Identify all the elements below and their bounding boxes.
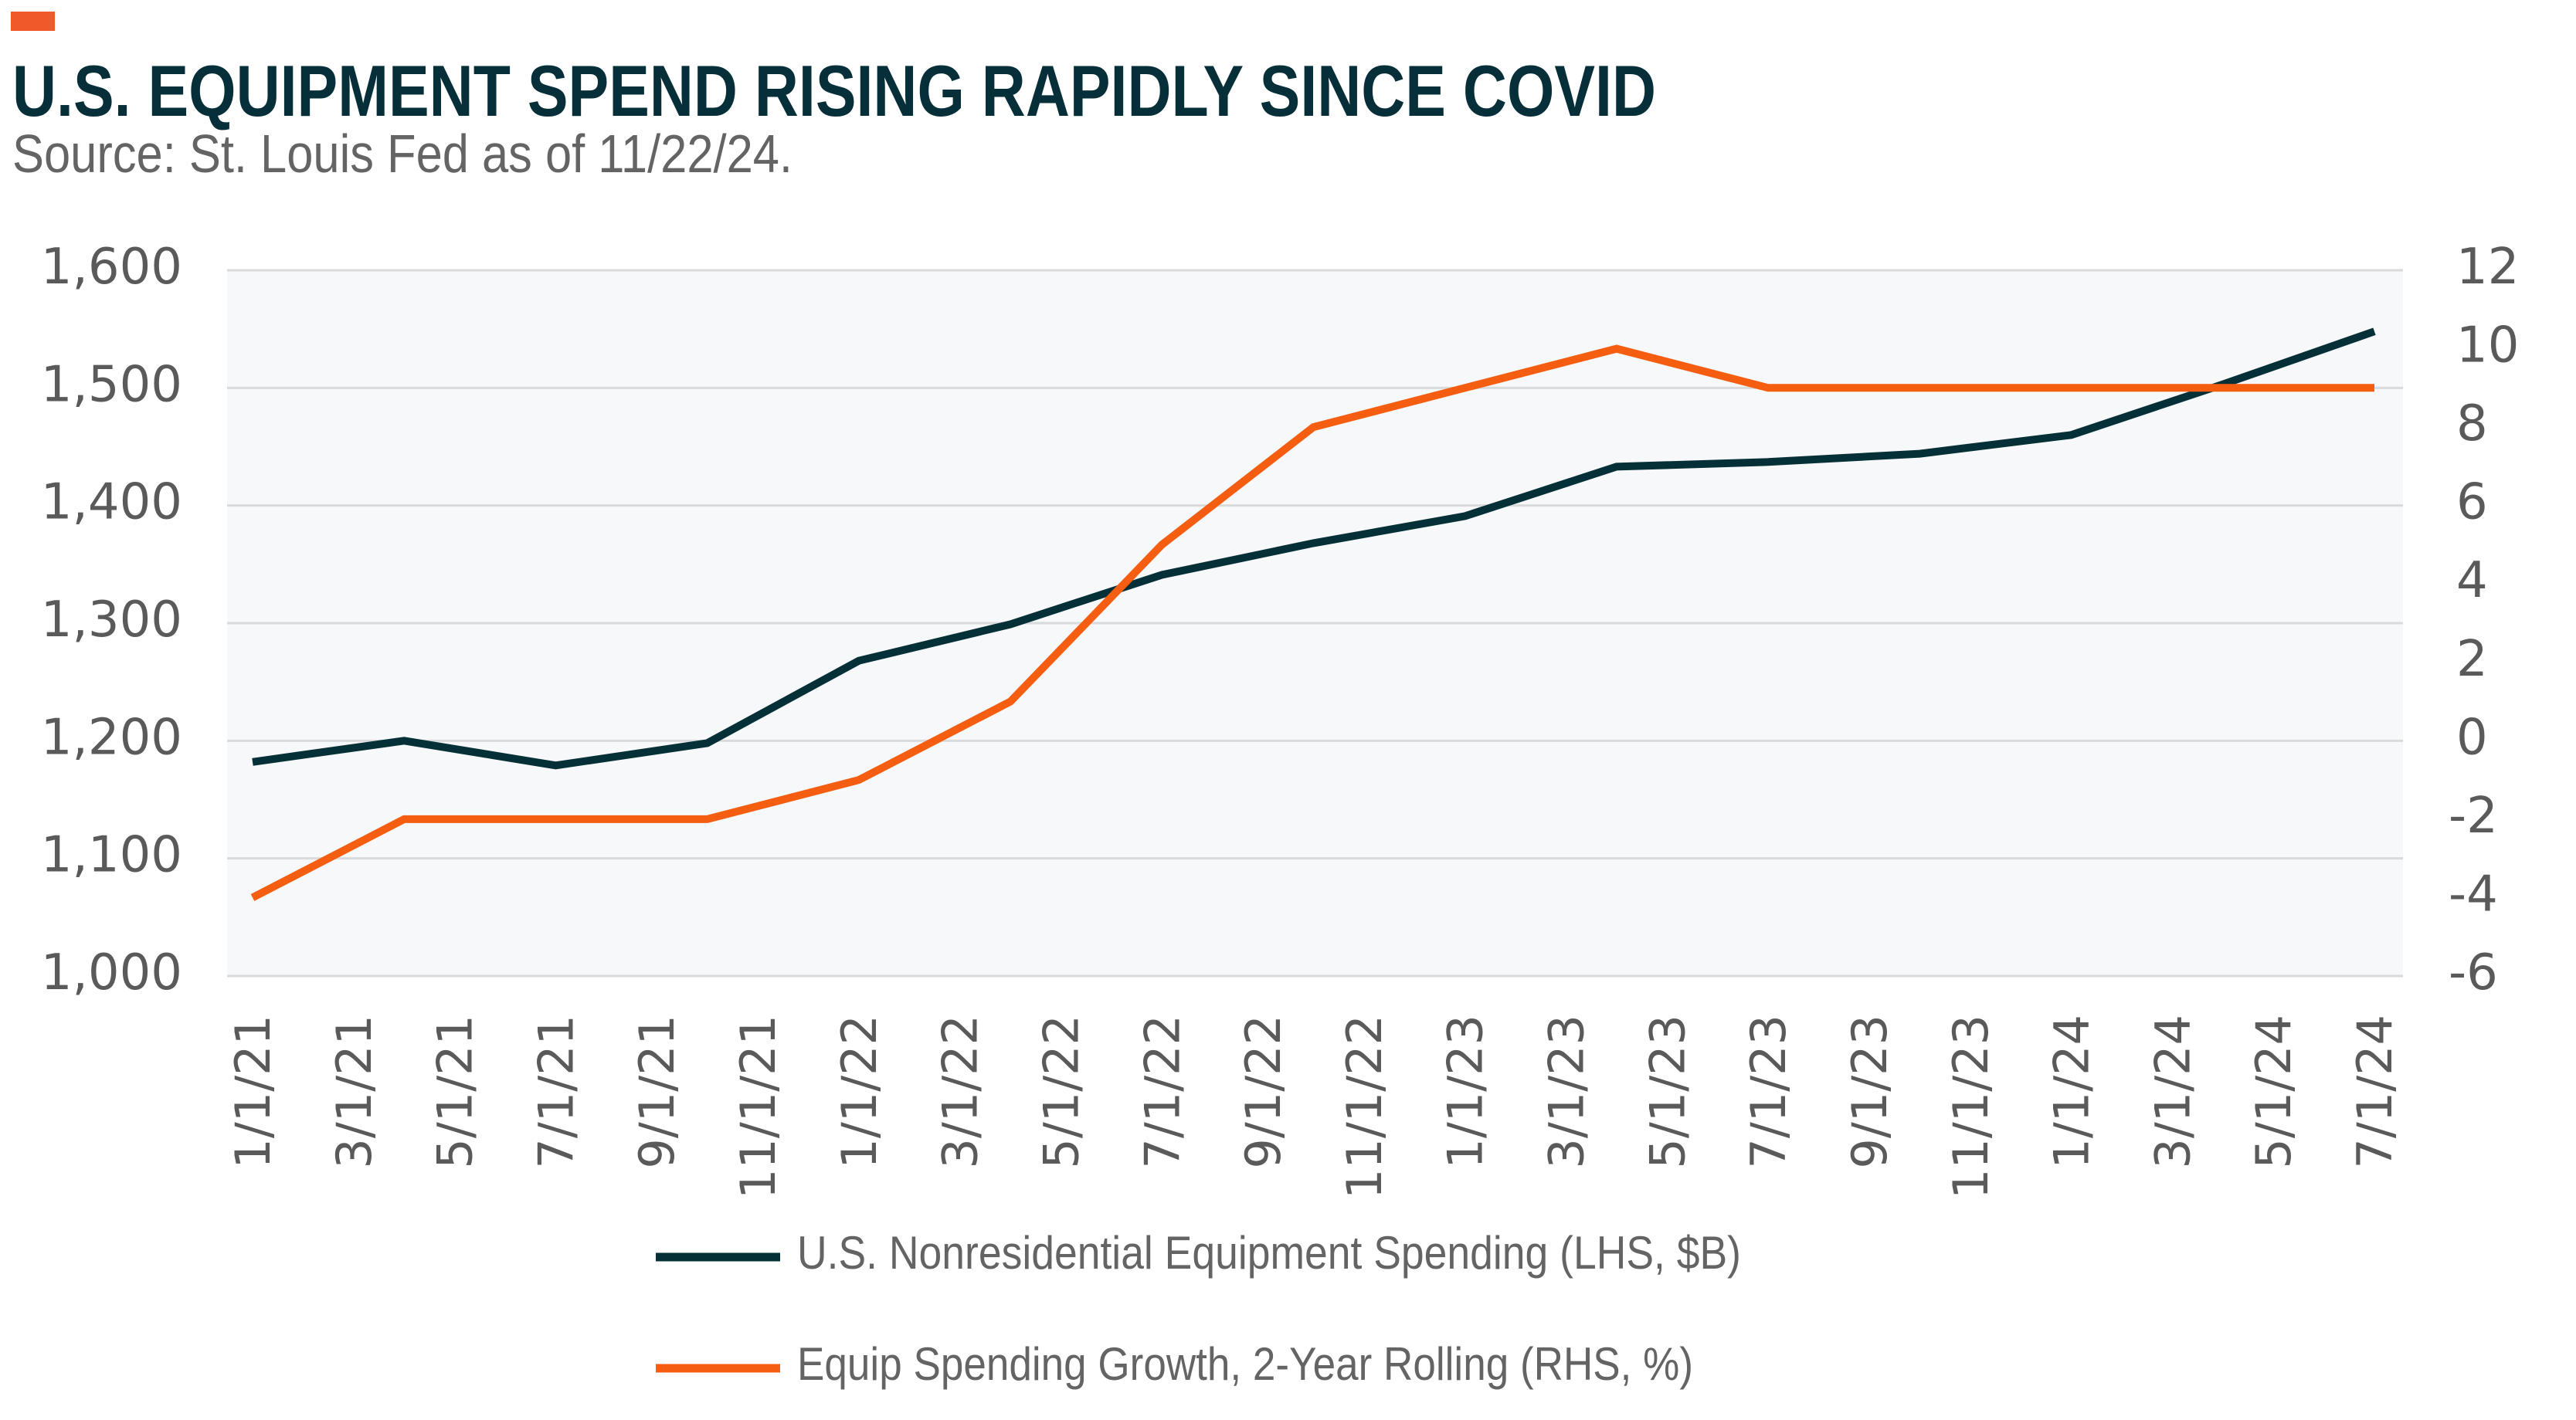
y-right-tick-label: 4: [2456, 552, 2488, 609]
x-axis: 1/1/21 3/1/21 5/1/21 7/1/21 9/1/21 11/1/21 1/1…: [225, 1015, 2403, 1199]
legend-item-spending-growth: Equip Spending Growth, 2-Year Rolling (R…: [656, 1338, 1693, 1390]
x-tick-label: 5/1/23: [1639, 1015, 1695, 1169]
x-tick-label: 7/1/21: [528, 1015, 584, 1169]
y-right-tick-label: 12: [2456, 239, 2519, 296]
legend-label-spending-growth: Equip Spending Growth, 2-Year Rolling (R…: [797, 1338, 1693, 1390]
x-tick-label: 9/1/21: [629, 1015, 685, 1169]
y-left-tick-label: 1,000: [41, 944, 182, 1001]
x-tick-label: 7/1/23: [1740, 1015, 1797, 1169]
y-left-tick-label: 1,400: [41, 474, 182, 531]
y-axis-right: -6 -4 -2 0 2 4 6 8 10 12: [2449, 239, 2519, 1001]
x-tick-label: 1/1/23: [1437, 1015, 1494, 1169]
x-tick-label: 9/1/22: [1235, 1015, 1291, 1169]
x-tick-label: 5/1/24: [2245, 1015, 2302, 1169]
legend: U.S. Nonresidential Equipment Spending (…: [656, 1227, 1741, 1390]
x-tick-label: 3/1/22: [932, 1015, 989, 1169]
x-tick-label: 11/1/21: [730, 1015, 786, 1199]
x-tick-label: 1/1/21: [225, 1015, 281, 1169]
series-lines: [250, 327, 2376, 901]
y-left-tick-label: 1,200: [41, 709, 182, 766]
x-tick-label: 11/1/22: [1336, 1015, 1393, 1199]
x-tick-label: 7/1/22: [1134, 1015, 1190, 1169]
y-right-tick-label: 0: [2456, 709, 2488, 766]
x-tick-label: 7/1/24: [2347, 1015, 2403, 1169]
legend-item-equipment-spending: U.S. Nonresidential Equipment Spending (…: [656, 1227, 1741, 1279]
x-tick-label: 3/1/24: [2144, 1015, 2201, 1169]
y-right-tick-label: -4: [2449, 866, 2498, 923]
y-left-tick-label: 1,600: [41, 239, 182, 296]
y-axis-left: 1,000 1,100 1,200 1,300 1,400 1,500 1,600: [41, 239, 182, 1001]
x-tick-label: 5/1/21: [427, 1015, 484, 1169]
x-tick-label: 3/1/21: [326, 1015, 382, 1169]
y-right-tick-label: 6: [2456, 474, 2488, 531]
x-tick-label: 9/1/23: [1841, 1015, 1898, 1169]
y-right-tick-label: -2: [2449, 788, 2498, 845]
y-left-tick-label: 1,500: [41, 356, 182, 413]
y-right-tick-label: 8: [2456, 395, 2488, 452]
chart-subtitle: Source: St. Louis Fed as of 11/22/24.: [12, 124, 792, 184]
y-right-tick-label: 10: [2456, 317, 2519, 374]
legend-label-equipment-spending: U.S. Nonresidential Equipment Spending (…: [797, 1227, 1741, 1279]
y-left-tick-label: 1,100: [41, 827, 182, 884]
x-tick-label: 1/1/24: [2044, 1015, 2100, 1169]
x-tick-label: 5/1/22: [1033, 1015, 1089, 1169]
y-left-tick-label: 1,300: [41, 591, 182, 649]
chart-title: U.S. EQUIPMENT SPEND RISING RAPIDLY SINC…: [12, 50, 1656, 131]
x-tick-label: 11/1/23: [1943, 1015, 1999, 1199]
y-right-tick-label: -6: [2449, 944, 2498, 1001]
plot-area: 1,000 1,100 1,200 1,300 1,400 1,500 1,600 -6 -4…: [41, 239, 2520, 1199]
y-right-tick-label: 2: [2456, 631, 2488, 688]
x-tick-label: 3/1/23: [1539, 1015, 1595, 1169]
accent-bar: [11, 12, 55, 31]
x-tick-label: 1/1/22: [831, 1015, 888, 1169]
